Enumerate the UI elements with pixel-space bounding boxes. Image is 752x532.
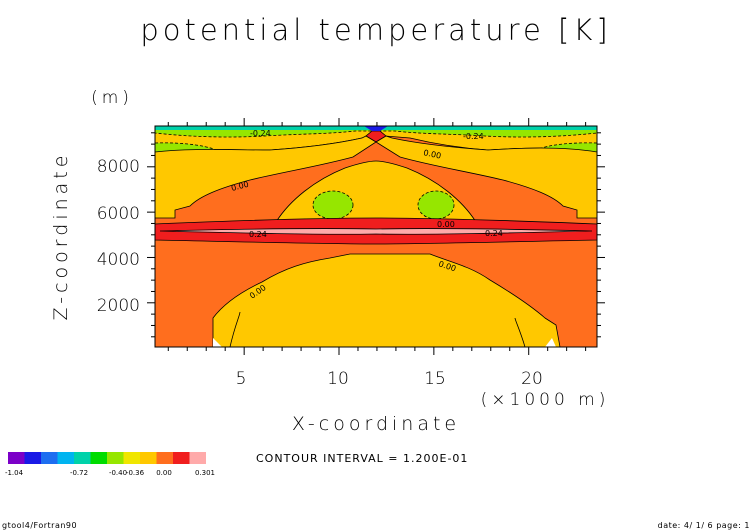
colorbar-swatch <box>173 452 190 464</box>
colorbar-tick-label: 0.00 <box>156 469 172 477</box>
y-tick-label: 6000 <box>97 204 140 224</box>
y-tick-label: 8000 <box>97 157 140 177</box>
upper-blue-cap <box>364 126 388 131</box>
x-axis-unit: (×1000 m) <box>481 390 610 410</box>
contour-interval-text: CONTOUR INTERVAL = 1.200E-01 <box>256 452 468 465</box>
contour-label: -0.24 <box>463 132 484 141</box>
colorbar-swatch <box>123 452 140 464</box>
colorbar-tick-labels: -1.04 -0.72 -0.40 -0.36 0.00 0.301 <box>5 469 215 477</box>
y-tick-label: 4000 <box>97 250 140 270</box>
white-corner-right <box>545 338 556 347</box>
contour-label: 0.24 <box>249 230 267 239</box>
contour-label: 0.00 <box>230 180 250 193</box>
colorbar-swatch <box>57 452 74 464</box>
footer-left: gtool4/Fortran90 <box>2 521 77 530</box>
x-tick-label: 10 <box>327 369 349 389</box>
white-corner-left <box>213 338 222 347</box>
x-tick-labels: 5 10 15 20 <box>236 369 543 389</box>
x-tick-label: 5 <box>236 369 247 389</box>
arch-negative-lobe-right <box>417 190 455 220</box>
axis-ticks <box>147 118 605 355</box>
arch-negative-lobe-left <box>312 190 354 220</box>
colorbar-swatch <box>189 452 206 464</box>
colorbar-tick-label: -0.72 <box>70 469 88 477</box>
contour-label: 0.00 <box>437 220 455 229</box>
y-axis-label: Z-coordinate <box>50 152 72 321</box>
colorbar-swatch <box>90 452 107 464</box>
plot-area <box>155 126 597 347</box>
contour-label: 0.24 <box>485 229 503 238</box>
left-mid-yellow-region <box>155 135 377 219</box>
contour-label: -0.24 <box>250 129 271 138</box>
colorbar-tick-label: -0.36 <box>126 469 145 477</box>
lower-dome-region <box>212 253 561 347</box>
contour-labels: -0.24 -0.24 0.00 0.00 0.00 0.24 0.24 0.0… <box>230 129 503 301</box>
right-mid-yellow-region <box>375 135 597 219</box>
x-axis-label: X-coordinate <box>292 413 460 435</box>
colorbar-swatch <box>140 452 157 464</box>
positive-band-core <box>159 228 593 235</box>
colorbar-swatch <box>74 452 91 464</box>
colorbar-swatch <box>24 452 41 464</box>
colorbar <box>8 452 206 464</box>
colorbar-swatch <box>41 452 58 464</box>
colorbar-tick-label: -1.04 <box>5 469 24 477</box>
colorbar-tick-label: -0.40 <box>109 469 127 477</box>
colorbar-swatch <box>156 452 173 464</box>
y-axis-unit: (m) <box>91 88 133 108</box>
colorbar-swatch <box>107 452 124 464</box>
footer-right: date: 4/ 1/ 6 page: 1 <box>658 521 750 530</box>
colorbar-swatch <box>8 452 25 464</box>
y-tick-labels: 2000 4000 6000 8000 <box>97 157 140 316</box>
contour-label: 0.00 <box>423 148 442 161</box>
colorbar-tick-label: 0.301 <box>195 469 215 477</box>
y-tick-label: 2000 <box>97 296 140 316</box>
x-tick-label: 15 <box>424 369 446 389</box>
plot-frame <box>154 125 598 348</box>
lower-inner-contour <box>229 311 526 347</box>
chart-title: potential temperature [K] <box>140 13 611 47</box>
x-tick-label: 20 <box>521 369 543 389</box>
